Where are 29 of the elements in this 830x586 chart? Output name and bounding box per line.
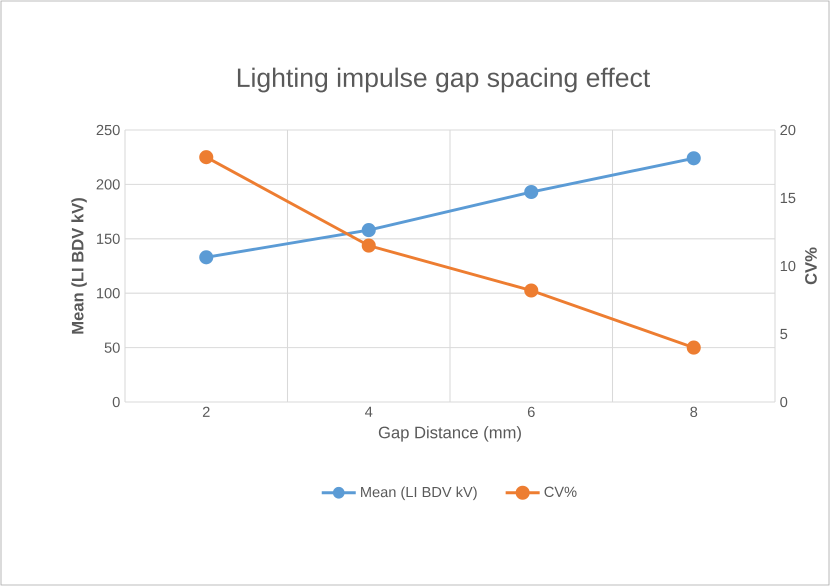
- y-tick-label: 100: [97, 288, 120, 298]
- y-axis-title: Mean (LI BDV kV): [71, 198, 87, 334]
- y2-axis-title: CV%: [805, 248, 817, 284]
- x-tick-label: 6: [528, 406, 535, 418]
- point: [524, 283, 538, 298]
- y2-tick-label: 15: [780, 192, 796, 204]
- point: [686, 340, 701, 355]
- legend-label: CV%: [544, 486, 577, 497]
- y2-tick-label: 0: [780, 396, 788, 408]
- point: [524, 184, 538, 200]
- point: [199, 150, 214, 164]
- point: [362, 238, 376, 253]
- x-axis-title: Gap Distance (mm): [378, 426, 521, 442]
- y-tick-label: 200: [96, 179, 120, 190]
- y2-tick-label: 10: [780, 260, 796, 272]
- point: [686, 151, 701, 166]
- x-tick-label: 2: [202, 406, 210, 417]
- y2-tick-label: 5: [780, 328, 788, 340]
- x-tick-label: 4: [365, 406, 372, 417]
- point: [199, 250, 214, 264]
- y-tick-label: 50: [104, 342, 120, 353]
- y-tick-label: 0: [112, 396, 120, 408]
- y2-tick-label: 20: [780, 124, 796, 136]
- legend-label: Mean (LI BDV kV): [361, 486, 477, 500]
- point: [362, 223, 376, 238]
- x-tick-label: 8: [690, 406, 698, 418]
- y-tick-label: 150: [97, 234, 120, 244]
- chart-title: Lighting impulse gap spacing effect: [238, 68, 650, 92]
- y-tick-label: 250: [96, 124, 120, 136]
